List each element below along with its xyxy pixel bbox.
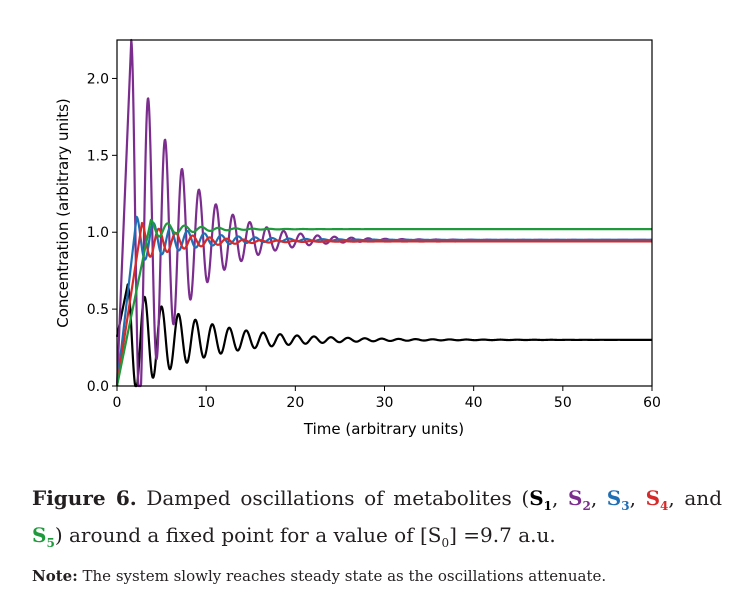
x-tick-label: 20: [286, 395, 304, 411]
metabolite-s1: S1: [529, 486, 553, 513]
y-tick-label: 2.0: [87, 71, 109, 87]
x-axis-label: Time (arbitrary units): [303, 420, 464, 438]
plot-lines: [115, 38, 653, 388]
metabolite-s5: S5: [32, 523, 55, 550]
chart-svg: 0 10 20 30 40 50 60 0.0 0.5 1.0 1.5 2.0 Time (arbi…: [54, 38, 661, 438]
series-line-1: [115, 283, 653, 388]
metabolite-s4: S4: [645, 486, 669, 513]
series-line-5: [115, 218, 653, 387]
caption-separator: ,: [629, 486, 646, 510]
y-tick-label: 1.0: [87, 225, 109, 241]
x-tick-label: 0: [113, 395, 122, 411]
caption-text-end: ] =9.7 a.u.: [449, 523, 556, 547]
series-line-3: [115, 215, 653, 387]
caption-separator: ,: [552, 486, 568, 510]
figure-note: Note: The system slowly reaches steady s…: [32, 567, 722, 585]
chart-container: 0 10 20 30 40 50 60 0.0 0.5 1.0 1.5 2.0 Time (arbi…: [54, 38, 661, 438]
x-tick-label: 50: [554, 395, 572, 411]
metabolite-s3: S3: [606, 486, 630, 513]
y-tick-label: 1.5: [87, 148, 109, 164]
x-axis-ticks: 0 10 20 30 40 50 60: [113, 386, 661, 411]
caption-text-after: ) around a fixed point for a value of [S: [54, 523, 442, 547]
y-axis-label: Concentration (arbitrary units): [54, 98, 72, 328]
x-tick-label: 10: [197, 395, 215, 411]
series-line-4: [115, 221, 653, 387]
series-line-2: [115, 38, 653, 388]
y-tick-label: 0.5: [87, 302, 109, 318]
caption-separator: , and: [668, 486, 722, 510]
note-label: Note:: [32, 567, 78, 585]
x-tick-label: 30: [376, 395, 394, 411]
metabolite-s2: S2: [568, 486, 591, 513]
s0-subscript: 0: [441, 536, 450, 550]
x-tick-label: 60: [643, 395, 661, 411]
y-axis-ticks: 0.0 0.5 1.0 1.5 2.0: [87, 71, 117, 395]
x-tick-label: 40: [465, 395, 483, 411]
caption-text-before: Damped oscillations of metabolites (: [136, 486, 530, 510]
figure-caption: Figure 6. Damped oscillations of metabol…: [32, 484, 722, 558]
caption-separator: ,: [590, 486, 607, 510]
y-tick-label: 0.0: [87, 379, 109, 395]
note-text: The system slowly reaches steady state a…: [77, 567, 607, 585]
figure-label: Figure 6.: [32, 486, 137, 510]
